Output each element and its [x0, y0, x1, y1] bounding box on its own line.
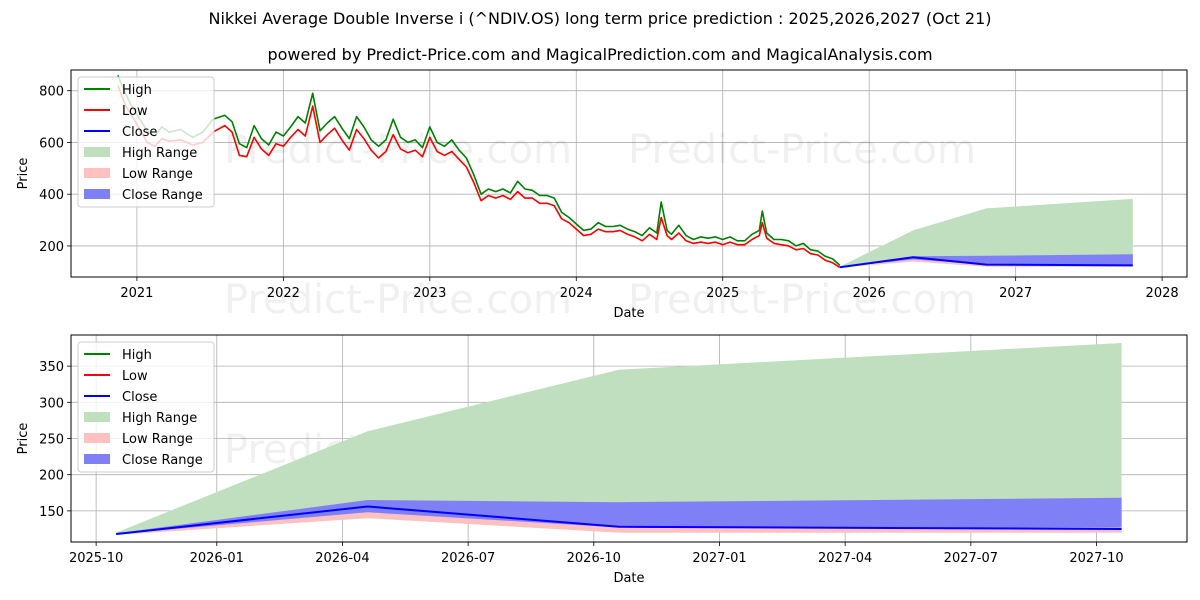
legend-entry: High — [122, 348, 152, 363]
x-tick-label: 2022 — [267, 286, 300, 301]
y-tick-label: 200 — [39, 240, 64, 255]
plot-area — [117, 74, 1133, 269]
x-tick-label: 2025 — [706, 286, 739, 301]
legend-swatch — [84, 412, 110, 422]
watermark: Predict-Price.com — [224, 127, 572, 173]
y-tick-label: 200 — [39, 469, 64, 484]
x-tick-label: 2027-10 — [1069, 551, 1123, 566]
chart-subtitle: powered by Predict-Price.com and Magical… — [267, 45, 933, 64]
high-range-band — [116, 343, 1122, 535]
y-tick-label: 150 — [39, 505, 64, 520]
low-range-band — [116, 512, 1122, 535]
watermark: Predict-Price.com — [628, 277, 976, 323]
legend-box — [77, 341, 215, 473]
legend-entry: Low — [122, 369, 148, 384]
chart-panel-2: 2025-10 2026-01 2026-04 2026-07 2026-10 2027-… — [16, 334, 1188, 586]
y-tick-label: 400 — [39, 188, 64, 203]
low-line — [117, 85, 841, 269]
x-axis-label: Date — [613, 306, 644, 321]
legend-swatch — [84, 189, 110, 199]
watermark: Predict-Price.com — [224, 277, 572, 323]
legend-entry: High Range — [122, 411, 197, 426]
legend: High Low Close High Range Low Range Close Ran… — [77, 341, 215, 473]
x-tick-label: 2026 — [853, 286, 886, 301]
legend-box — [77, 76, 215, 208]
y-tick-label: 600 — [39, 136, 64, 151]
legend-swatch — [84, 168, 110, 178]
legend: High Low Close High Range Low Range Close Ran… — [77, 76, 215, 208]
x-tick-label: 2028 — [1146, 286, 1179, 301]
x-tick-label: 2026-10 — [567, 551, 621, 566]
y-axis-label: Price — [16, 423, 31, 455]
chart-title: Nikkei Average Double Inverse i (^NDIV.O… — [208, 9, 992, 28]
x-tick-label: 2025-10 — [69, 551, 123, 566]
watermark: Predict-Price.com — [628, 127, 976, 173]
chart-panel-1: 2021 2022 2023 2024 2025 2026 2027 2028 200 400 60… — [16, 69, 1188, 323]
close-line — [116, 505, 1122, 535]
x-tick-label: 2023 — [413, 286, 446, 301]
legend-swatch — [84, 147, 110, 157]
x-tick-label: 2026-07 — [441, 551, 495, 566]
x-tick-label: 2027 — [999, 286, 1032, 301]
legend-entry: Close — [122, 125, 157, 140]
plot-frame — [70, 334, 1188, 543]
y-tick-label: 800 — [39, 85, 64, 100]
x-tick-label: 2024 — [560, 286, 593, 301]
plot-area — [116, 343, 1122, 535]
legend-swatch — [84, 454, 110, 464]
y-axis-label: Price — [16, 158, 31, 190]
x-axis-label: Date — [613, 571, 644, 586]
y-tick-label: 350 — [39, 360, 64, 375]
plot-frame — [70, 69, 1188, 278]
x-tick-label: 2026-04 — [315, 551, 369, 566]
legend-entry: Low — [122, 104, 148, 119]
high-line — [117, 74, 841, 266]
x-tick-label: 2027-01 — [692, 551, 746, 566]
close-line — [839, 256, 1133, 269]
x-tick-label: 2021 — [120, 286, 153, 301]
high-range-band — [839, 198, 1133, 268]
y-tick-label: 300 — [39, 396, 64, 411]
legend-entry: High Range — [122, 146, 197, 161]
legend-entry: High — [122, 83, 152, 98]
legend-entry: Close Range — [122, 188, 203, 203]
legend-entry: Low Range — [122, 167, 193, 182]
x-tick-label: 2027-04 — [818, 551, 872, 566]
legend-entry: Close — [122, 390, 157, 405]
legend-entry: Low Range — [122, 432, 193, 447]
x-tick-label: 2027-07 — [944, 551, 998, 566]
legend-entry: Close Range — [122, 453, 203, 468]
x-tick-label: 2026-01 — [190, 551, 244, 566]
y-tick-label: 250 — [39, 433, 64, 448]
legend-swatch — [84, 433, 110, 443]
